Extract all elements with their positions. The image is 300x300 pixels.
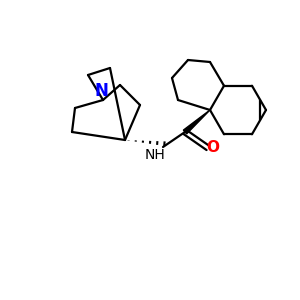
- Text: O: O: [206, 140, 220, 155]
- Text: NH: NH: [145, 148, 165, 162]
- Text: N: N: [94, 82, 108, 100]
- Polygon shape: [183, 110, 210, 134]
